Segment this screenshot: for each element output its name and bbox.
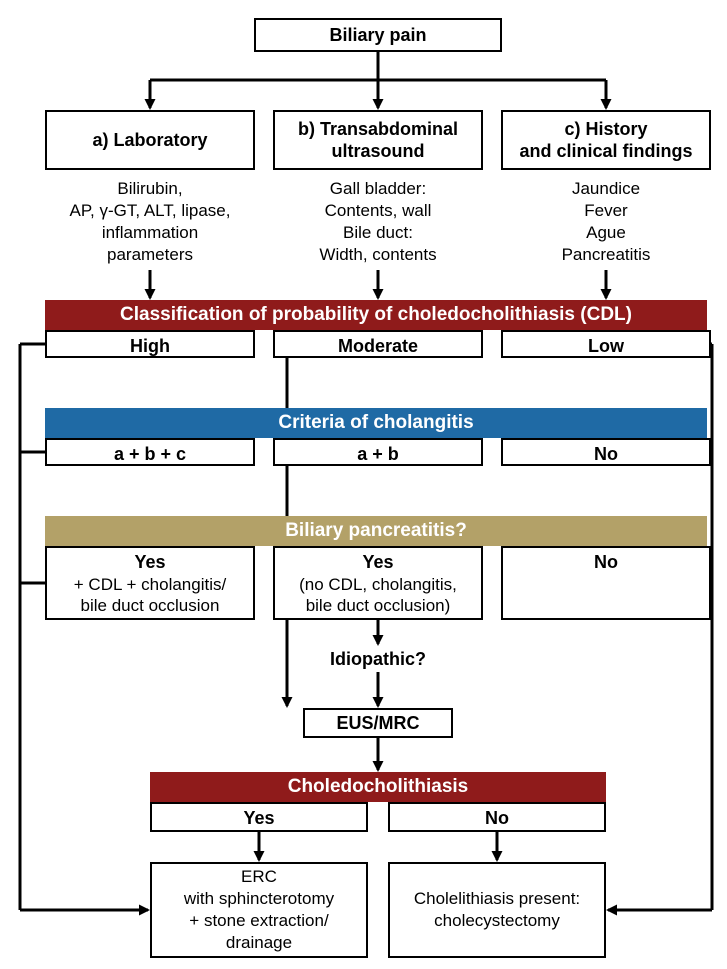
label-cdl-high: High (130, 336, 170, 356)
node-erc: ERC with sphincterotomy + stone extracti… (150, 862, 368, 958)
cell-cdl-low: Low (501, 330, 711, 358)
cell-panc-yes1: Yes + CDL + cholangitis/ bile duct occlu… (45, 546, 255, 620)
banner-choledocholithiasis-label: Choledocholithiasis (288, 776, 469, 798)
text-panc-yes1: + CDL + cholangitis/ bile duct occlusion (53, 574, 247, 617)
banner-cholangitis: Criteria of cholangitis (45, 408, 707, 438)
node-eus-mrc: EUS/MRC (303, 708, 453, 738)
cell-cdl-moderate: Moderate (273, 330, 483, 358)
banner-cdl: Classification of probability of choledo… (45, 300, 707, 330)
label-chol-abc: a + b + c (114, 444, 186, 464)
label-idiopathic: Idiopathic? (273, 648, 483, 671)
cell-final-yes: Yes (150, 802, 368, 832)
banner-choledocholithiasis: Choledocholithiasis (150, 772, 606, 802)
label-eus-mrc: EUS/MRC (336, 712, 419, 735)
cell-chol-abc: a + b + c (45, 438, 255, 466)
label-ultrasound: b) Transabdominal ultrasound (298, 118, 458, 163)
label-panc-no: No (509, 551, 703, 574)
banner-pancreatitis-label: Biliary pancreatitis? (285, 520, 467, 542)
node-history: c) History and clinical findings (501, 110, 711, 170)
label-final-no: No (485, 808, 509, 828)
text-erc: ERC with sphincterotomy + stone extracti… (184, 866, 334, 954)
banner-cholangitis-label: Criteria of cholangitis (278, 412, 473, 434)
label-final-yes: Yes (243, 808, 274, 828)
label-panc-yes2: Yes (281, 551, 475, 574)
node-cholecystectomy: Cholelithiasis present: cholecystectomy (388, 862, 606, 958)
banner-pancreatitis: Biliary pancreatitis? (45, 516, 707, 546)
text-cholecystectomy: Cholelithiasis present: cholecystectomy (414, 888, 580, 932)
text-laboratory-items: Bilirubin, AP, γ-GT, ALT, lipase, inflam… (45, 178, 255, 266)
label-chol-no: No (594, 444, 618, 464)
cell-final-no: No (388, 802, 606, 832)
node-biliary-pain: Biliary pain (254, 18, 502, 52)
cell-panc-yes2: Yes (no CDL, cholangitis, bile duct occl… (273, 546, 483, 620)
cell-chol-ab: a + b (273, 438, 483, 466)
banner-cdl-label: Classification of probability of choledo… (120, 304, 632, 326)
label-biliary-pain: Biliary pain (329, 24, 426, 47)
label-laboratory: a) Laboratory (92, 129, 207, 152)
label-panc-yes1: Yes (53, 551, 247, 574)
label-cdl-moderate: Moderate (338, 336, 418, 356)
node-ultrasound: b) Transabdominal ultrasound (273, 110, 483, 170)
text-history-items: Jaundice Fever Ague Pancreatitis (501, 178, 711, 266)
node-laboratory: a) Laboratory (45, 110, 255, 170)
label-history: c) History and clinical findings (519, 118, 692, 163)
label-chol-ab: a + b (357, 444, 399, 464)
label-cdl-low: Low (588, 336, 624, 356)
text-ultrasound-items: Gall bladder: Contents, wall Bile duct: … (273, 178, 483, 266)
text-panc-yes2: (no CDL, cholangitis, bile duct occlusio… (281, 574, 475, 617)
cell-panc-no: No (501, 546, 711, 620)
cell-chol-no: No (501, 438, 711, 466)
cell-cdl-high: High (45, 330, 255, 358)
